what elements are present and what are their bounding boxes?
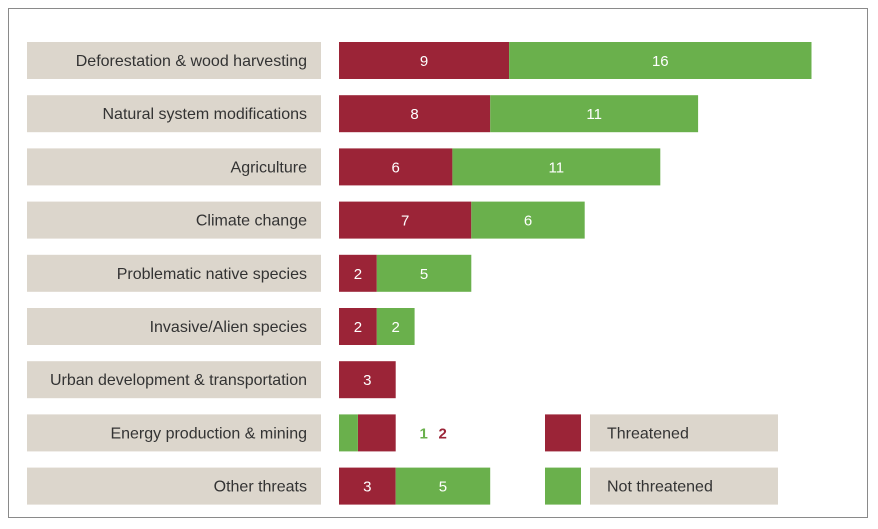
bar-threatened-other-threats: [339, 467, 396, 505]
legend-label-bg: [590, 414, 778, 452]
value-label-not-threatened: 5: [420, 266, 428, 283]
category-label-bg: [27, 148, 321, 186]
bar-threatened-agriculture: [339, 148, 453, 186]
value-label-threatened: 6: [392, 159, 400, 176]
value-label-threatened: 2: [354, 319, 362, 336]
value-label-not-threatened: 11: [586, 106, 602, 123]
bar-threatened-urban-development-transportation: [339, 361, 396, 399]
bar-threatened-invasive-alien-species: [339, 308, 377, 345]
category-label-bg: [27, 254, 321, 292]
bar-not-threatened-deforestation-wood-harvesting: [509, 42, 812, 79]
value-label-threatened: 9: [420, 53, 428, 70]
bar-not-threatened-problematic-native-species: [376, 254, 472, 292]
category-label: Agriculture: [231, 159, 308, 176]
bar-not-threatened-climate-change: [471, 201, 585, 239]
bar-threatened-deforestation-wood-harvesting: [339, 42, 510, 79]
category-label-bg: [27, 467, 321, 505]
category-label-bg: [27, 361, 321, 399]
category-label-bg: [27, 95, 321, 133]
category-label: Problematic native species: [117, 266, 307, 283]
category-label: Energy production & mining: [110, 425, 307, 442]
bar-not-threatened-natural-system-modifications: [490, 95, 699, 133]
category-label-bg: [27, 201, 321, 239]
value-label-not-threatened: 6: [524, 213, 532, 230]
value-label-threatened: 2: [439, 425, 447, 442]
bar-not-threatened-other-threats: [395, 467, 491, 505]
value-label-threatened: 7: [401, 213, 409, 230]
bar-threatened-climate-change: [339, 201, 472, 239]
legend-label-bg: [590, 467, 778, 505]
value-label-not-threatened: 16: [652, 53, 669, 70]
category-label: Deforestation & wood harvesting: [76, 53, 307, 70]
bar-threatened-energy-production-mining: [357, 414, 396, 452]
category-label: Climate change: [196, 213, 307, 230]
legend-label: Not threatened: [607, 479, 713, 496]
legend-label: Threatened: [607, 425, 689, 442]
value-label-not-threatened: 1: [420, 425, 428, 442]
category-label: Other threats: [214, 479, 307, 496]
value-label-not-threatened: 2: [392, 319, 400, 336]
legend-swatch-threatened: [545, 414, 581, 452]
category-label: Urban development & transportation: [50, 372, 307, 389]
bar-not-threatened-energy-production-mining: [339, 414, 358, 452]
value-label-threatened: 3: [363, 479, 371, 496]
bar-threatened-problematic-native-species: [339, 254, 377, 292]
bar-not-threatened-agriculture: [452, 148, 661, 186]
category-label: Invasive/Alien species: [150, 319, 307, 336]
category-label-bg: [27, 308, 321, 345]
category-label: Natural system modifications: [102, 106, 307, 123]
value-label-threatened: 3: [363, 372, 371, 389]
value-label-threatened: 8: [410, 106, 418, 123]
value-label-not-threatened: 5: [439, 479, 447, 496]
bar-not-threatened-invasive-alien-species: [376, 308, 415, 345]
category-label-bg: [27, 42, 321, 79]
bar-threatened-natural-system-modifications: [339, 95, 491, 133]
category-label-bg: [27, 414, 321, 452]
value-label-not-threatened: 11: [549, 159, 565, 176]
value-label-threatened: 2: [354, 266, 362, 283]
legend-swatch-not-threatened: [545, 467, 581, 505]
